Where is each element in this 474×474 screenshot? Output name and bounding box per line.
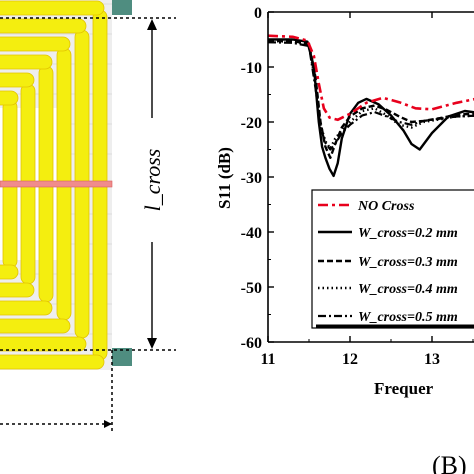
y-tick-label: -30 xyxy=(241,170,262,187)
l-cross-arrow-bottom xyxy=(147,338,157,349)
series-line-4 xyxy=(267,41,474,151)
x-tick-label: 12 xyxy=(342,351,358,368)
x-tick-label: 13 xyxy=(424,351,440,368)
legend-label-4: W_cross=0.5 mm xyxy=(358,310,458,325)
l-cross-label: l_cross xyxy=(140,149,165,212)
horizontal-strip xyxy=(0,18,87,34)
l-cross-arrow-top xyxy=(147,19,157,30)
x-tick-label: 11 xyxy=(260,351,275,368)
horizontal-strip xyxy=(0,318,71,334)
panel-label: (B) xyxy=(432,451,467,474)
horizontal-strip xyxy=(0,90,19,106)
bottom-port-block xyxy=(112,348,132,366)
feed-line xyxy=(0,180,113,188)
legend-label-0: NO Cross xyxy=(357,199,415,214)
horizontal-strip xyxy=(0,54,53,70)
horizontal-strip xyxy=(0,300,53,316)
y-tick-label: 0 xyxy=(254,5,262,22)
legend-label-1: W_cross=0.2 mm xyxy=(358,226,458,241)
horizontal-strip xyxy=(0,264,19,280)
legend-label-2: W_cross=0.3 mm xyxy=(358,255,458,270)
width-arrow-head xyxy=(104,420,112,428)
y-tick-label: -60 xyxy=(241,335,262,352)
series-line-1 xyxy=(268,38,474,178)
l-cross-label-bg xyxy=(142,118,164,242)
legend-box xyxy=(311,189,474,329)
antenna-structure-panel: l_cross xyxy=(0,0,176,434)
y-tick-label: -40 xyxy=(241,225,262,242)
horizontal-strip xyxy=(0,336,87,352)
horizontal-strip xyxy=(0,0,105,16)
legend: NO Cross W_cross=0.2 mm W_cross=0.3 mm W_cr… xyxy=(311,189,474,329)
top-port-block xyxy=(112,0,132,15)
horizontal-strip xyxy=(0,354,105,370)
x-axis-label: Frequer xyxy=(374,379,434,398)
series-layer xyxy=(267,34,474,178)
horizontal-strip xyxy=(0,36,71,52)
y-tick-label: -10 xyxy=(241,60,262,77)
legend-label-3: W_cross=0.4 mm xyxy=(358,282,458,297)
series-line-0 xyxy=(267,34,474,122)
horizontal-strip xyxy=(0,72,35,88)
series-line-3 xyxy=(267,39,474,150)
horizontal-strip xyxy=(0,282,35,298)
y-axis-label: S11 (dB) xyxy=(215,147,234,209)
y-tick-label: -20 xyxy=(241,115,262,132)
series-line-2 xyxy=(267,39,474,160)
y-tick-label: -50 xyxy=(241,280,262,297)
